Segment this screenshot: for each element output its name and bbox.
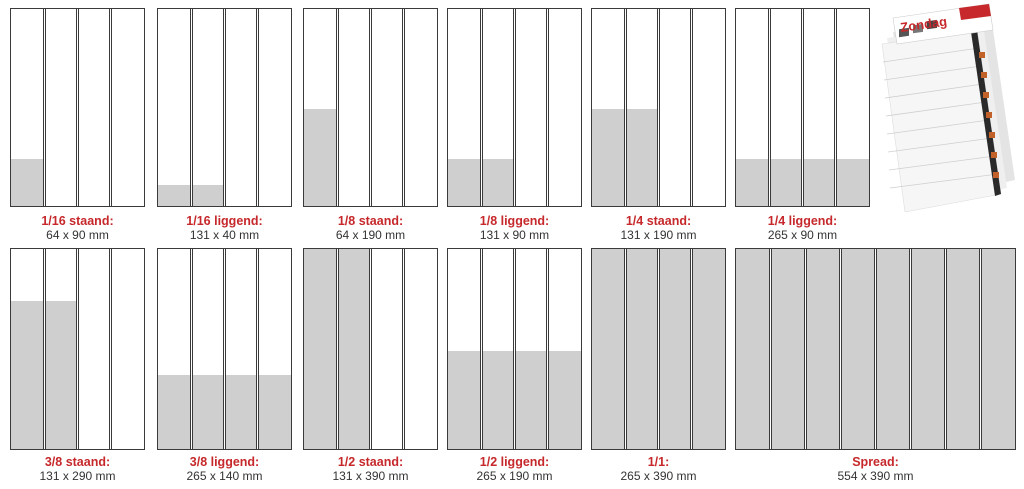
format-caption: 1/16 staand: 64 x 90 mm bbox=[10, 214, 145, 242]
format-caption: 1/2 staand: 131 x 390 mm bbox=[303, 455, 438, 483]
page-diagram bbox=[591, 8, 726, 207]
format-size: 265 x 90 mm bbox=[767, 228, 838, 242]
column-divider bbox=[402, 249, 406, 449]
page-diagram bbox=[591, 248, 726, 450]
column-divider bbox=[335, 9, 339, 206]
format-caption: 1/4 staand: 131 x 190 mm bbox=[591, 214, 726, 242]
format-size: 554 x 390 mm bbox=[837, 469, 914, 483]
format-size: 265 x 390 mm bbox=[620, 469, 697, 483]
column-divider bbox=[109, 9, 113, 206]
column-divider bbox=[690, 9, 694, 206]
page-diagram bbox=[10, 248, 145, 450]
page-diagram bbox=[447, 8, 582, 207]
format-size: 64 x 190 mm bbox=[335, 228, 406, 242]
column-divider bbox=[623, 249, 627, 449]
column-divider bbox=[76, 9, 79, 206]
column-divider bbox=[804, 249, 808, 449]
format-size: 265 x 140 mm bbox=[186, 469, 263, 483]
format-caption: 1/8 staand: 64 x 190 mm bbox=[303, 214, 438, 242]
column-divider bbox=[76, 249, 79, 449]
format-name: 1/1: bbox=[647, 455, 670, 469]
format-caption: Spread: 554 x 390 mm bbox=[735, 455, 1016, 483]
column-divider bbox=[769, 249, 773, 449]
format-name: 1/4 liggend: bbox=[767, 214, 838, 228]
column-divider bbox=[908, 249, 912, 449]
format-size: 131 x 40 mm bbox=[189, 228, 260, 242]
column-divider bbox=[109, 249, 113, 449]
column-divider bbox=[479, 9, 483, 206]
column-divider bbox=[801, 9, 804, 206]
newspaper-stack-icon bbox=[881, 3, 1015, 212]
page-diagram bbox=[303, 8, 438, 207]
format-size: 131 x 290 mm bbox=[39, 469, 116, 483]
column-divider bbox=[223, 249, 226, 449]
ad-space-fill bbox=[11, 158, 45, 206]
format-name: 1/2 staand: bbox=[337, 455, 404, 469]
column-divider bbox=[943, 249, 947, 449]
column-divider bbox=[834, 9, 838, 206]
ad-space-fill bbox=[304, 109, 338, 206]
format-name: 3/8 staand: bbox=[44, 455, 111, 469]
column-divider bbox=[223, 9, 226, 206]
column-divider bbox=[256, 249, 260, 449]
page-diagram bbox=[10, 8, 145, 207]
column-divider bbox=[839, 249, 843, 449]
page-diagram bbox=[303, 248, 438, 450]
column-divider bbox=[657, 9, 660, 206]
column-divider bbox=[657, 249, 660, 449]
column-divider bbox=[479, 249, 483, 449]
format-caption: 1/4 liggend: 265 x 90 mm bbox=[735, 214, 870, 242]
format-caption: 3/8 liggend: 265 x 140 mm bbox=[157, 455, 292, 483]
column-divider bbox=[256, 9, 260, 206]
format-size: 265 x 190 mm bbox=[476, 469, 553, 483]
format-name: 1/8 staand: bbox=[337, 214, 404, 228]
newspaper-masthead: Zondag bbox=[899, 14, 948, 35]
column-divider bbox=[546, 9, 550, 206]
column-divider bbox=[767, 9, 771, 206]
format-size: 131 x 90 mm bbox=[479, 228, 550, 242]
column-divider bbox=[402, 9, 406, 206]
format-caption: 1/8 liggend: 131 x 90 mm bbox=[447, 214, 582, 242]
format-caption: 1/2 liggend: 265 x 190 mm bbox=[447, 455, 582, 483]
format-caption: 1/1: 265 x 390 mm bbox=[591, 455, 726, 483]
format-name: 3/8 liggend: bbox=[189, 455, 260, 469]
column-divider bbox=[189, 249, 193, 449]
format-name: 1/2 liggend: bbox=[479, 455, 550, 469]
column-divider bbox=[623, 9, 627, 206]
column-divider bbox=[513, 249, 516, 449]
newspaper-stack-image: Zondag bbox=[881, 3, 1015, 212]
format-caption: 1/16 liggend: 131 x 40 mm bbox=[157, 214, 292, 242]
page-diagram bbox=[447, 248, 582, 450]
format-name: 1/8 liggend: bbox=[479, 214, 550, 228]
format-name: 1/4 staand: bbox=[625, 214, 692, 228]
column-divider bbox=[874, 249, 877, 449]
page-diagram bbox=[157, 8, 292, 207]
format-name: 1/16 staand: bbox=[41, 214, 114, 228]
column-divider bbox=[978, 249, 982, 449]
format-name: 1/16 liggend: bbox=[186, 214, 263, 228]
format-caption: 3/8 staand: 131 x 290 mm bbox=[10, 455, 145, 483]
format-size: 131 x 390 mm bbox=[332, 469, 409, 483]
page-diagram bbox=[157, 248, 292, 450]
column-divider bbox=[42, 9, 46, 206]
format-name: Spread: bbox=[852, 455, 899, 469]
page-diagram bbox=[735, 248, 1016, 450]
column-divider bbox=[189, 9, 193, 206]
format-size: 131 x 190 mm bbox=[620, 228, 697, 242]
column-divider bbox=[369, 9, 372, 206]
column-divider bbox=[690, 249, 694, 449]
column-divider bbox=[546, 249, 550, 449]
format-size: 64 x 90 mm bbox=[46, 228, 109, 242]
column-divider bbox=[335, 249, 339, 449]
column-divider bbox=[42, 249, 46, 449]
page-diagram bbox=[735, 8, 870, 207]
column-divider bbox=[369, 249, 372, 449]
column-divider bbox=[513, 9, 516, 206]
